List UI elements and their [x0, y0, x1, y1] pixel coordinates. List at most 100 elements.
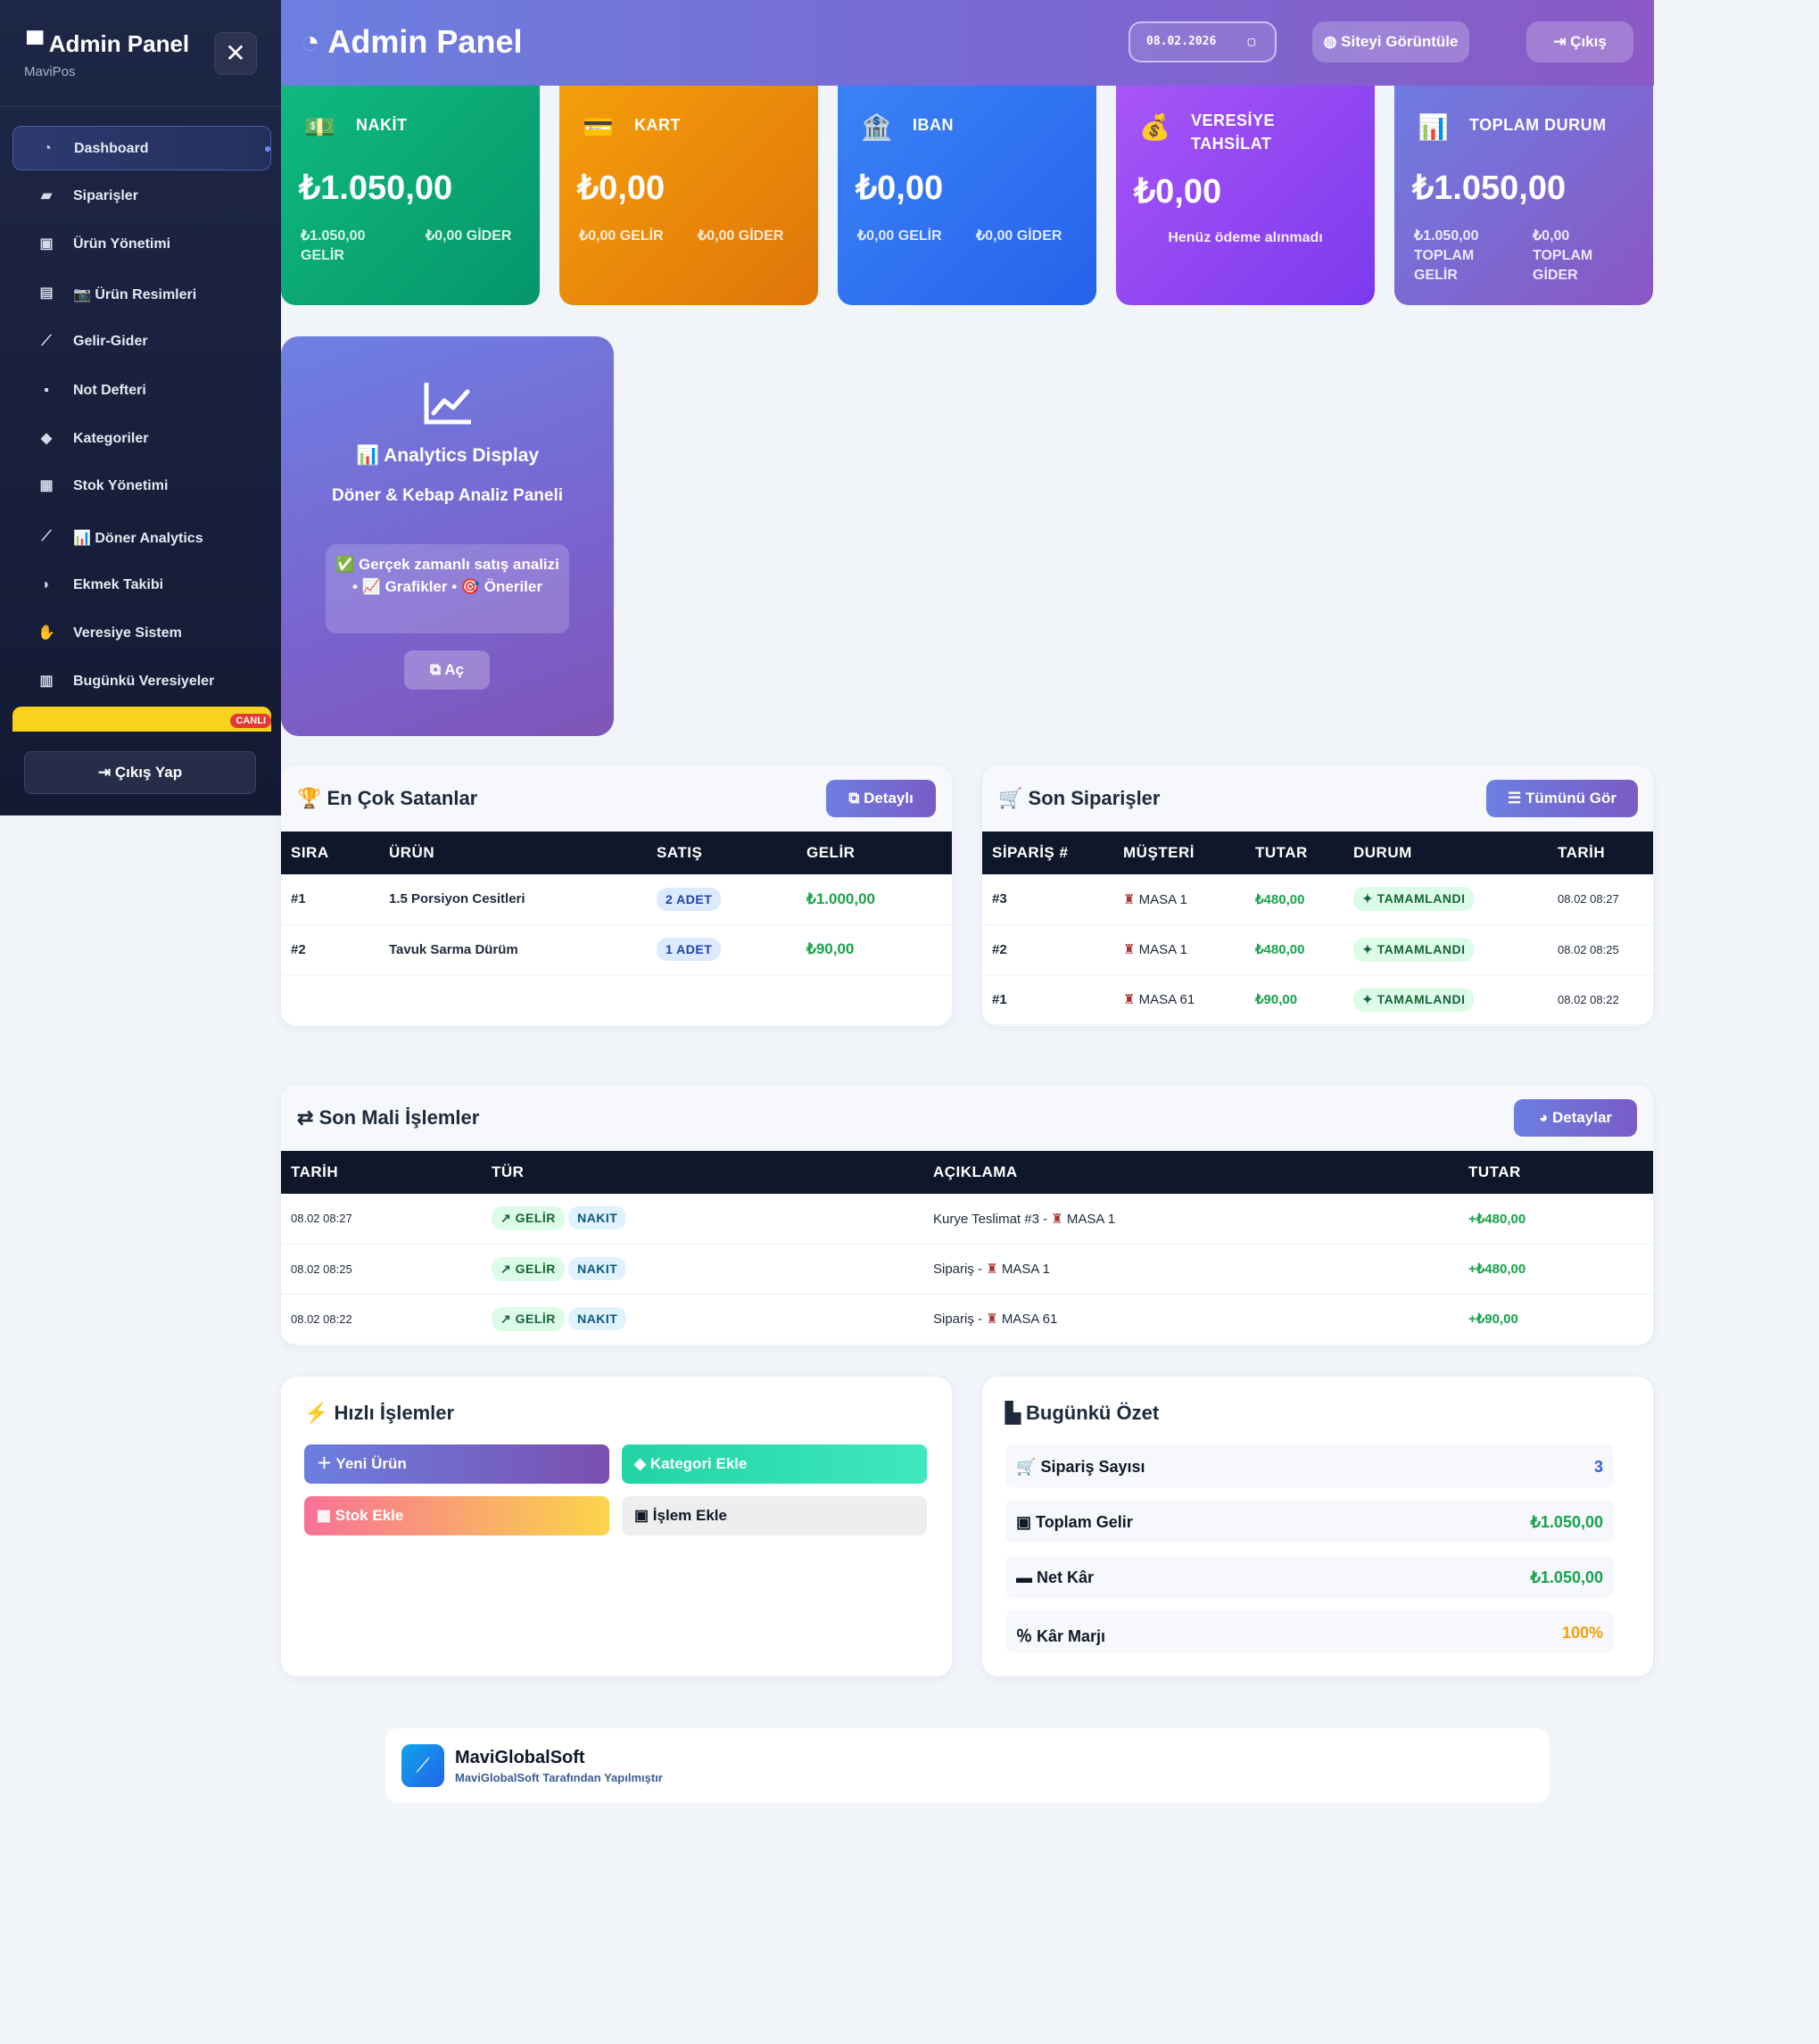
chart-line-icon: ⟋: [41, 529, 52, 544]
table-row[interactable]: 08.02 08:22 ↗ GELİR NAKIT Sipariş - ♜ MA…: [281, 1294, 1653, 1345]
column-header: SİPARİŞ #: [982, 832, 1113, 874]
product-cell: Tavuk Sarma Dürüm: [379, 924, 647, 975]
status-text: TAMAMLANDI: [1377, 941, 1466, 956]
type-cell: ↗ GELİR NAKIT: [482, 1294, 923, 1345]
column-header: TARİH: [281, 1151, 482, 1194]
method-badge: NAKIT: [568, 1206, 627, 1230]
table-row[interactable]: #3 ♜ MASA 1 ₺480,00 ✦ TAMAMLANDI 08.02 0…: [982, 874, 1653, 925]
amount-cell: ₺480,00: [1245, 924, 1344, 975]
sidebar-item-not-defteri[interactable]: ▪ Not Defteri: [12, 368, 271, 413]
panel-title-text: Son Siparişler: [1028, 787, 1161, 809]
column-header: MÜŞTERİ: [1113, 832, 1245, 874]
table-row[interactable]: #2 Tavuk Sarma Dürüm 1 ADET ₺90,00: [281, 924, 952, 975]
date-input[interactable]: 08.02.2026 ▢: [1129, 21, 1277, 62]
sidebar-item-siparisler[interactable]: ▰ Siparişler: [12, 174, 271, 219]
card-kart: 💳 KART ₺0,00 ₺0,00 GELİR ₺0,00 GİDER: [559, 86, 818, 305]
date-cell: 08.02 08:27: [1548, 874, 1653, 925]
table-row[interactable]: #1 ♜ MASA 61 ₺90,00 ✦ TAMAMLANDI 08.02 0…: [982, 974, 1653, 1025]
sidebar-item-veresiye-sistem[interactable]: ✋ Veresiye Sistem: [12, 611, 271, 656]
credit-card-icon: 💳: [583, 113, 614, 141]
panel-title: 🛒 Son Siparişler: [998, 787, 1160, 810]
add-stock-button[interactable]: ▦ Stok Ekle: [304, 1496, 609, 1535]
description-text: Sipariş -: [933, 1262, 983, 1277]
live-badge: CANLI: [230, 714, 271, 728]
table-row[interactable]: #1 1.5 Porsiyon Cesitleri 2 ADET ₺1.000,…: [281, 874, 952, 925]
order-id-cell: #1: [982, 974, 1113, 1025]
add-category-label: Kategori Ekle: [649, 1455, 748, 1472]
sidebar-item-label: Gelir-Gider: [73, 334, 148, 349]
customer-cell: ♜ MASA 1: [1113, 924, 1245, 975]
sidebar-item-doner-analytics[interactable]: ⟋ 📊 Döner Analytics: [12, 515, 271, 559]
detailed-button[interactable]: ⧉ Detaylı: [826, 780, 936, 817]
method-badge: NAKIT: [568, 1306, 627, 1330]
page-title-text: Admin Panel: [327, 23, 523, 60]
card-title: VERESİYE TAHSİLAT: [1191, 112, 1276, 153]
type-badge: ↗ GELİR: [492, 1206, 565, 1231]
column-header: TUTAR: [1459, 1151, 1653, 1194]
date-cell: 08.02 08:25: [1548, 924, 1653, 975]
card-income: ₺1.050,00 TOPLAM GELİR: [1414, 228, 1479, 283]
new-product-button[interactable]: ＋ Yeni Ürün: [304, 1444, 609, 1484]
status-badge: ✦ TAMAMLANDI: [1353, 887, 1475, 912]
money-bag-icon: 💰: [1139, 113, 1170, 141]
description-table: MASA 61: [1001, 1312, 1058, 1327]
table-header: TARİH TÜR AÇIKLAMA TUTAR: [281, 1151, 1653, 1194]
header-logout-button[interactable]: ⇥ Çıkış: [1526, 21, 1633, 62]
details-button[interactable]: ◕ Detaylar: [1514, 1099, 1637, 1137]
summary-label: ％ Kâr Marjı: [1016, 1624, 1105, 1647]
sidebar-item-ekmek-takibi[interactable]: ◗ Ekmek Takibi: [12, 563, 271, 608]
sidebar-item-urun-yonetimi[interactable]: ▣ Ürün Yönetimi: [12, 222, 271, 267]
type-cell: ↗ GELİR NAKIT: [482, 1194, 923, 1245]
column-header: TUTAR: [1245, 832, 1344, 874]
panel-title: 🏆 En Çok Satanlar: [297, 787, 477, 810]
order-id-cell: #2: [982, 924, 1113, 975]
add-category-button[interactable]: ◆ Kategori Ekle: [622, 1444, 927, 1484]
sidebar-item-label: Bugünkü Veresiyeler: [73, 674, 215, 689]
see-all-button[interactable]: ☰ Tümünü Gör: [1486, 780, 1638, 817]
exchange-icon: ⇄: [297, 1106, 314, 1129]
close-sidebar-button[interactable]: ✕: [214, 32, 257, 75]
shopping-bag-icon: ▰: [40, 188, 53, 203]
table-row[interactable]: 08.02 08:25 ↗ GELİR NAKIT Sipariş - ♜ MA…: [281, 1244, 1653, 1295]
sidebar-item-kategoriler[interactable]: ◆ Kategoriler: [12, 417, 271, 461]
plus-icon: ＋: [317, 1455, 332, 1472]
type-text: GELİR: [515, 1311, 556, 1326]
chair-icon: ♜: [1123, 992, 1136, 1007]
calendar-icon[interactable]: ▢: [1247, 35, 1255, 49]
recent-orders-table: SİPARİŞ # MÜŞTERİ TUTAR DURUM TARİH #3 ♜…: [982, 832, 1653, 1025]
sidebar-item-live[interactable]: CANLI: [12, 707, 271, 732]
card-toplam: 📊 TOPLAM DURUM ₺1.050,00 ₺1.050,00 TOPLA…: [1394, 86, 1653, 305]
open-analytics-button[interactable]: ⧉ Aç: [404, 650, 490, 690]
status-cell: ✦ TAMAMLANDI: [1344, 874, 1548, 925]
bolt-icon: ⚡: [304, 1402, 329, 1424]
footer: ⟋ MaviGlobalSoft MaviGlobalSoft Tarafınd…: [385, 1728, 1550, 1803]
type-cell: ↗ GELİR NAKIT: [482, 1244, 923, 1295]
page-title: ◔ Admin Panel: [301, 23, 522, 61]
sidebar-logout-button[interactable]: ⇥ Çıkış Yap: [24, 751, 256, 794]
sidebar-item-gelir-gider[interactable]: ⟋ Gelir-Gider: [12, 319, 271, 364]
customer-cell: ♜ MASA 61: [1113, 974, 1245, 1025]
card-title: KART: [634, 116, 681, 134]
shopping-cart-icon: 🛒: [998, 787, 1023, 809]
add-transaction-button[interactable]: ▣ İşlem Ekle: [622, 1496, 927, 1535]
view-site-button[interactable]: ◍ Siteyi Görüntüle: [1312, 21, 1469, 62]
card-veresiye: 💰 VERESİYE TAHSİLAT ₺0,00 Henüz ödeme al…: [1116, 86, 1375, 305]
summary-value: 3: [1593, 1458, 1603, 1476]
type-text: GELİR: [515, 1261, 556, 1276]
panel-title: ⚡ Hızlı İşlemler: [304, 1402, 454, 1425]
sidebar-title-text: Admin Panel: [48, 30, 190, 57]
table-row[interactable]: 08.02 08:27 ↗ GELİR NAKIT Kurye Teslimat…: [281, 1194, 1653, 1245]
sidebar-subtitle: MaviPos: [24, 64, 76, 79]
sidebar-item-stok-yonetimi[interactable]: ▦ Stok Yönetimi: [12, 464, 271, 509]
sidebar-item-dashboard[interactable]: ◔ Dashboard: [12, 126, 271, 170]
table-row[interactable]: #2 ♜ MASA 1 ₺480,00 ✦ TAMAMLANDI 08.02 0…: [982, 924, 1653, 975]
description-cell: Sipariş - ♜ MASA 61: [923, 1294, 1459, 1345]
header-logout-label: Çıkış: [1570, 33, 1607, 50]
bread-icon: ◗: [42, 577, 51, 592]
sidebar-item-urun-resimleri[interactable]: ▤ 📷 Ürün Resimleri: [12, 271, 271, 316]
card-expense: ₺0,00 TOPLAM GİDER: [1533, 228, 1593, 283]
box-icon: ▣: [39, 236, 54, 252]
sidebar: ▀ Admin Panel MaviPos ✕ ◔ Dashboard ▰ Sipa…: [0, 0, 281, 815]
summary-value: 100%: [1561, 1624, 1603, 1642]
sidebar-item-bugunku-veresiyeler[interactable]: ▥ Bugünkü Veresiyeler: [12, 659, 271, 704]
